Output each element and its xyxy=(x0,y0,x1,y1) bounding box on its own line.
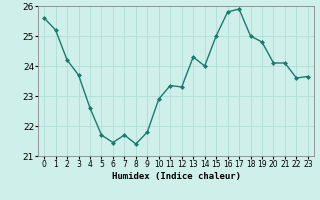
X-axis label: Humidex (Indice chaleur): Humidex (Indice chaleur) xyxy=(111,172,241,181)
